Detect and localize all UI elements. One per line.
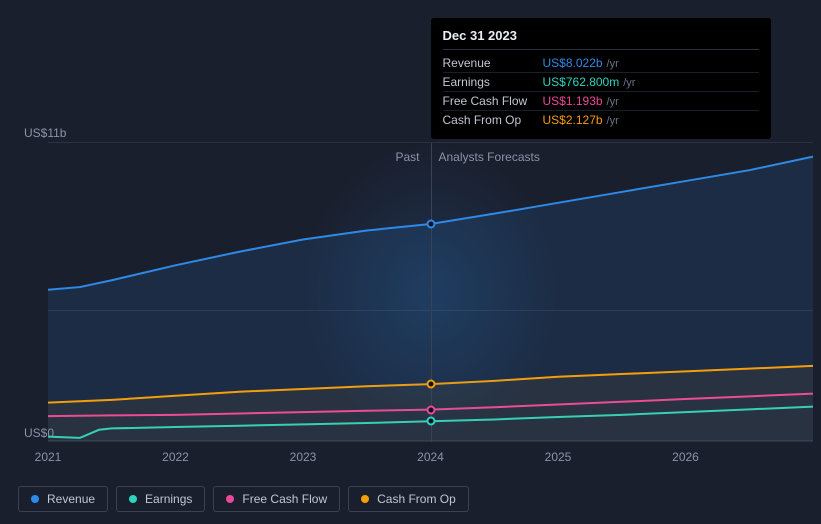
x-axis-tick: 2026 — [672, 450, 699, 464]
tooltip-row-unit: /yr — [607, 115, 619, 127]
x-axis-tick: 2024 — [417, 450, 444, 464]
chart-marker — [426, 380, 435, 389]
legend-label: Revenue — [47, 492, 95, 506]
tooltip-row-unit: /yr — [607, 96, 619, 108]
forecast-section-label: Analysts Forecasts — [439, 150, 540, 164]
legend-item-revenue[interactable]: Revenue — [18, 486, 108, 512]
legend-item-cash-from-op[interactable]: Cash From Op — [348, 486, 469, 512]
tooltip-row: EarningsUS$762.800m/yr — [443, 73, 759, 92]
x-axis: 202120222023202420252026 — [48, 442, 813, 470]
legend-dot-icon — [226, 495, 234, 503]
section-divider — [431, 143, 432, 442]
x-axis-tick: 2021 — [35, 450, 62, 464]
tooltip-row-value: US$2.127b — [543, 113, 603, 127]
tooltip-row: Cash From OpUS$2.127b/yr — [443, 111, 759, 129]
tooltip-row-value: US$1.193b — [543, 94, 603, 108]
legend-dot-icon — [31, 495, 39, 503]
tooltip-date: Dec 31 2023 — [443, 28, 759, 50]
tooltip-row-unit: /yr — [623, 77, 635, 89]
legend-item-earnings[interactable]: Earnings — [116, 486, 205, 512]
y-axis-max-label: US$11b — [24, 126, 66, 140]
past-section-label: Past — [396, 150, 420, 164]
legend-item-free-cash-flow[interactable]: Free Cash Flow — [213, 486, 340, 512]
legend-dot-icon — [129, 495, 137, 503]
tooltip-row-label: Free Cash Flow — [443, 94, 543, 108]
chart-tooltip: Dec 31 2023 RevenueUS$8.022b/yrEarningsU… — [431, 18, 771, 139]
tooltip-row-label: Revenue — [443, 56, 543, 70]
tooltip-row-label: Earnings — [443, 75, 543, 89]
chart-marker — [426, 405, 435, 414]
legend-label: Earnings — [145, 492, 192, 506]
x-axis-tick: 2022 — [162, 450, 189, 464]
chart-marker — [426, 417, 435, 426]
tooltip-row-unit: /yr — [607, 58, 619, 70]
chart-legend: Revenue Earnings Free Cash Flow Cash From O… — [18, 486, 469, 512]
tooltip-row-value: US$762.800m — [543, 75, 620, 89]
x-axis-tick: 2023 — [290, 450, 317, 464]
legend-dot-icon — [361, 495, 369, 503]
tooltip-row: RevenueUS$8.022b/yr — [443, 54, 759, 73]
tooltip-row-value: US$8.022b — [543, 56, 603, 70]
legend-label: Free Cash Flow — [242, 492, 327, 506]
legend-label: Cash From Op — [377, 492, 456, 506]
chart-marker — [426, 219, 435, 228]
financial-chart: US$11b US$0 Past Analysts Forecasts 2021… — [18, 0, 813, 470]
tooltip-row: Free Cash FlowUS$1.193b/yr — [443, 92, 759, 111]
x-axis-tick: 2025 — [545, 450, 572, 464]
tooltip-row-label: Cash From Op — [443, 113, 543, 127]
